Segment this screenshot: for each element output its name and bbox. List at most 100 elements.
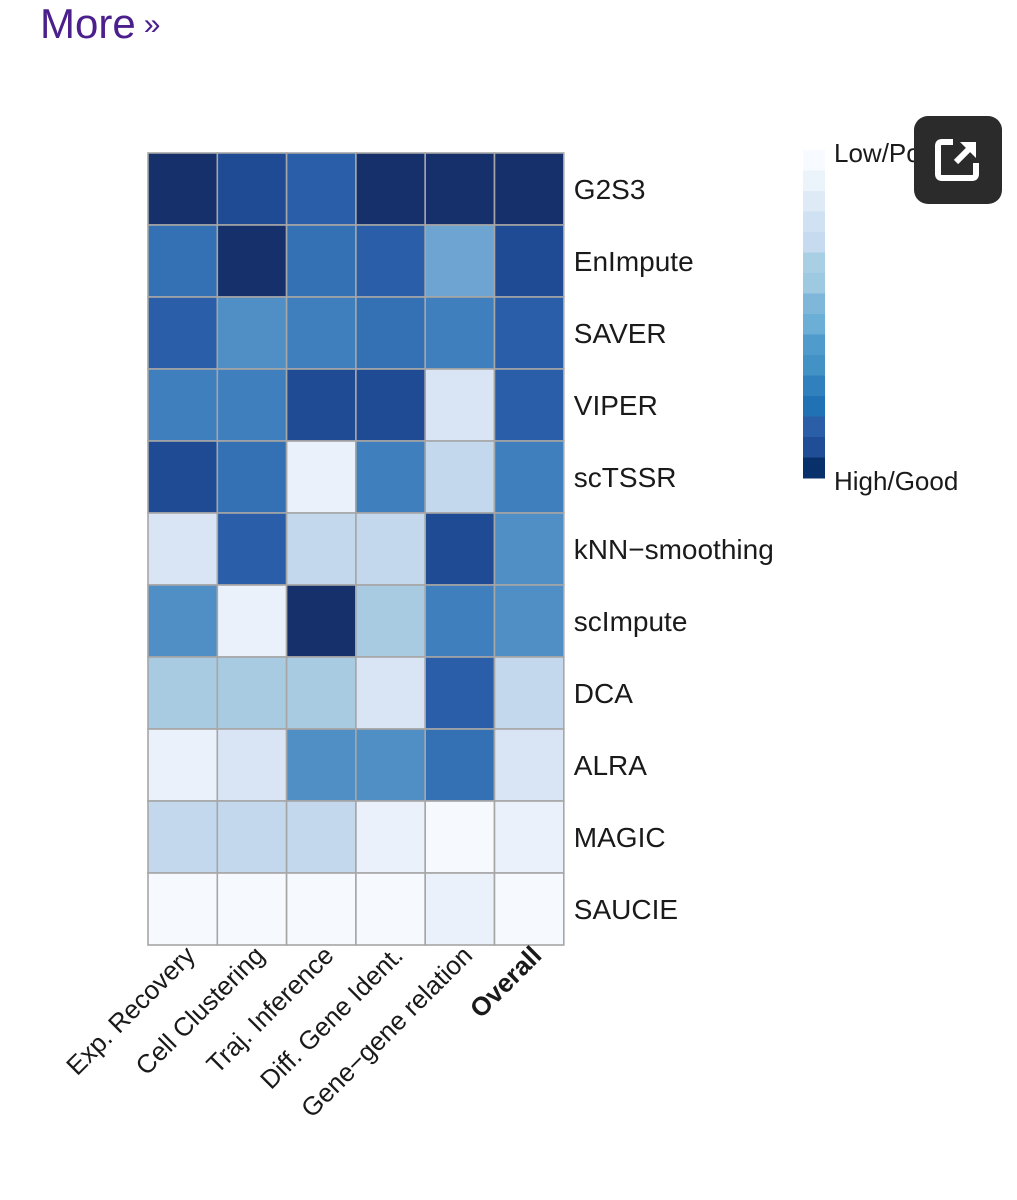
heatmap-cell [424,800,496,874]
heatmap-cell [355,440,426,514]
legend-swatch [803,232,825,253]
heatmap-cell [424,224,496,298]
heatmap-cell [355,872,426,946]
legend-swatch [803,355,825,376]
legend-swatch [803,252,825,274]
legend-swatch [803,150,825,171]
heatmap-cell [147,368,219,442]
legend-swatch [803,396,825,417]
heatmap-cell [424,152,496,226]
heatmap-cell [285,152,357,226]
heatmap-cell [147,800,219,874]
heatmap-cell [355,800,426,874]
heatmap-cell [147,872,219,946]
legend-swatch [803,457,825,479]
heatmap-cell [147,152,219,226]
more-label[interactable]: More [40,0,136,47]
heatmap-cell [216,800,288,874]
row-label: EnImpute [574,246,694,277]
heatmap-cell [493,584,565,658]
heatmap-cell [493,656,565,730]
heatmap-cell [355,296,426,370]
heatmap-cell [147,512,219,586]
heatmap-cell [424,440,496,514]
row-label: DCA [574,678,633,709]
heatmap-cell [147,224,219,298]
heatmap-cell [216,440,288,514]
heatmap-cell [493,152,565,226]
row-label: MAGIC [574,822,666,853]
heatmap-cell [147,656,219,730]
legend-swatch [803,170,825,192]
row-label: SAVER [574,318,667,349]
heatmap-cell [493,224,565,298]
heatmap-cell [216,152,288,226]
heatmap-cell [285,368,357,442]
heatmap-cell [355,368,426,442]
row-label: VIPER [574,390,658,421]
legend-high-label: High/Good [834,466,958,496]
legend-swatch [803,314,825,335]
heatmap-cell [147,296,219,370]
column-label: Overall [464,940,548,1024]
heatmap-cell [285,872,357,946]
heatmap-cell [147,728,219,802]
heatmap-cell [355,656,426,730]
legend-swatch [803,211,825,233]
heatmap-cell [355,728,426,802]
heatmap-cell [216,656,288,730]
more-link[interactable]: More» [40,0,160,49]
heatmap-cell [216,296,288,370]
heatmap-cell [147,584,219,658]
row-label: scTSSR [574,462,677,493]
heatmap-cell [216,584,288,658]
more-chevron: » [143,8,161,41]
row-label: ALRA [574,750,647,781]
row-label: G2S3 [574,174,646,205]
heatmap-cell [285,656,357,730]
legend-swatch [803,416,825,438]
heatmap-cell [285,440,357,514]
heatmap-cell [424,656,496,730]
heatmap-cell [493,296,565,370]
heatmap-cell [216,224,288,298]
heatmap-cell [493,440,565,514]
heatmap-cell [355,512,426,586]
heatmap-cell [493,800,565,874]
heatmap-cell [424,296,496,370]
heatmap-cell [285,584,357,658]
heatmap-cell [355,584,426,658]
heatmap-cell [424,584,496,658]
heatmap-cell [355,152,426,226]
heatmap-cell [147,440,219,514]
heatmap-cell [355,224,426,298]
legend-swatch [803,375,825,397]
heatmap-cell [285,512,357,586]
heatmap-cell [216,512,288,586]
heatmap-cell [424,728,496,802]
heatmap-cell [285,728,357,802]
expand-button[interactable] [914,116,1002,204]
legend-swatch [803,293,825,315]
heatmap-cell [424,872,496,946]
heatmap-cell [285,296,357,370]
row-label: kNN−smoothing [574,534,774,565]
heatmap-cell [285,224,357,298]
heatmap-cell [424,368,496,442]
heatmap-cell [216,368,288,442]
heatmap-cell [493,872,565,946]
heatmap-cell [493,368,565,442]
legend-swatch [803,273,825,294]
row-label: scImpute [574,606,688,637]
heatmap-cell [493,512,565,586]
heatmap-cell [493,728,565,802]
expand-icon [935,139,979,181]
heatmap-cell [216,872,288,946]
legend-swatch [803,191,825,212]
heatmap-cell [216,728,288,802]
row-label: SAUCIE [574,894,678,925]
legend-swatch [803,437,825,458]
heatmap-cell [424,512,496,586]
heatmap-cell [285,800,357,874]
